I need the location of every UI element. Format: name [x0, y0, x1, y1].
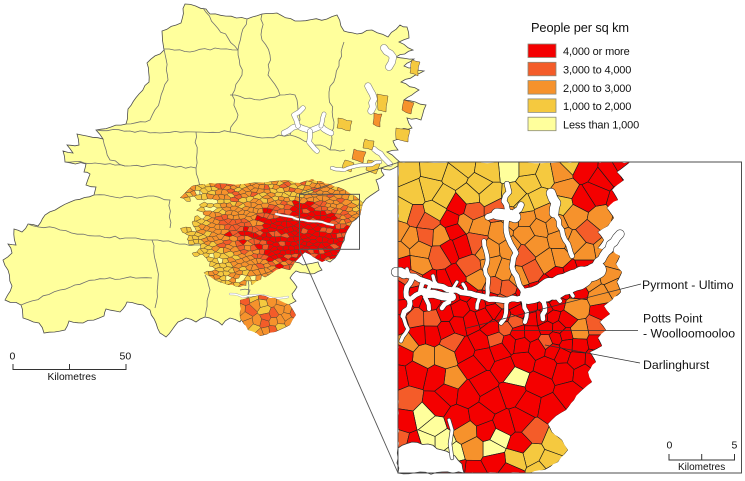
svg-text:- Woolloomooloo: - Woolloomooloo: [643, 327, 735, 341]
svg-text:4,000 or more: 4,000 or more: [563, 46, 630, 58]
svg-text:People per sq km: People per sq km: [531, 20, 629, 35]
svg-text:Darlinghurst: Darlinghurst: [643, 358, 710, 372]
svg-text:0: 0: [10, 351, 16, 363]
svg-text:Pyrmont - Ultimo: Pyrmont - Ultimo: [642, 278, 734, 292]
svg-text:0: 0: [667, 440, 673, 452]
svg-text:2,000 to 3,000: 2,000 to 3,000: [563, 83, 631, 95]
svg-text:5: 5: [732, 440, 738, 452]
svg-text:Less than 1,000: Less than 1,000: [563, 119, 639, 131]
svg-text:Kilometres: Kilometres: [48, 372, 97, 383]
svg-text:50: 50: [120, 351, 132, 363]
svg-text:3,000 to 4,000: 3,000 to 4,000: [563, 65, 631, 77]
svg-text:1,000 to 2,000: 1,000 to 2,000: [563, 101, 631, 113]
svg-text:Potts Point: Potts Point: [643, 312, 703, 326]
svg-text:Kilometres: Kilometres: [678, 462, 725, 473]
